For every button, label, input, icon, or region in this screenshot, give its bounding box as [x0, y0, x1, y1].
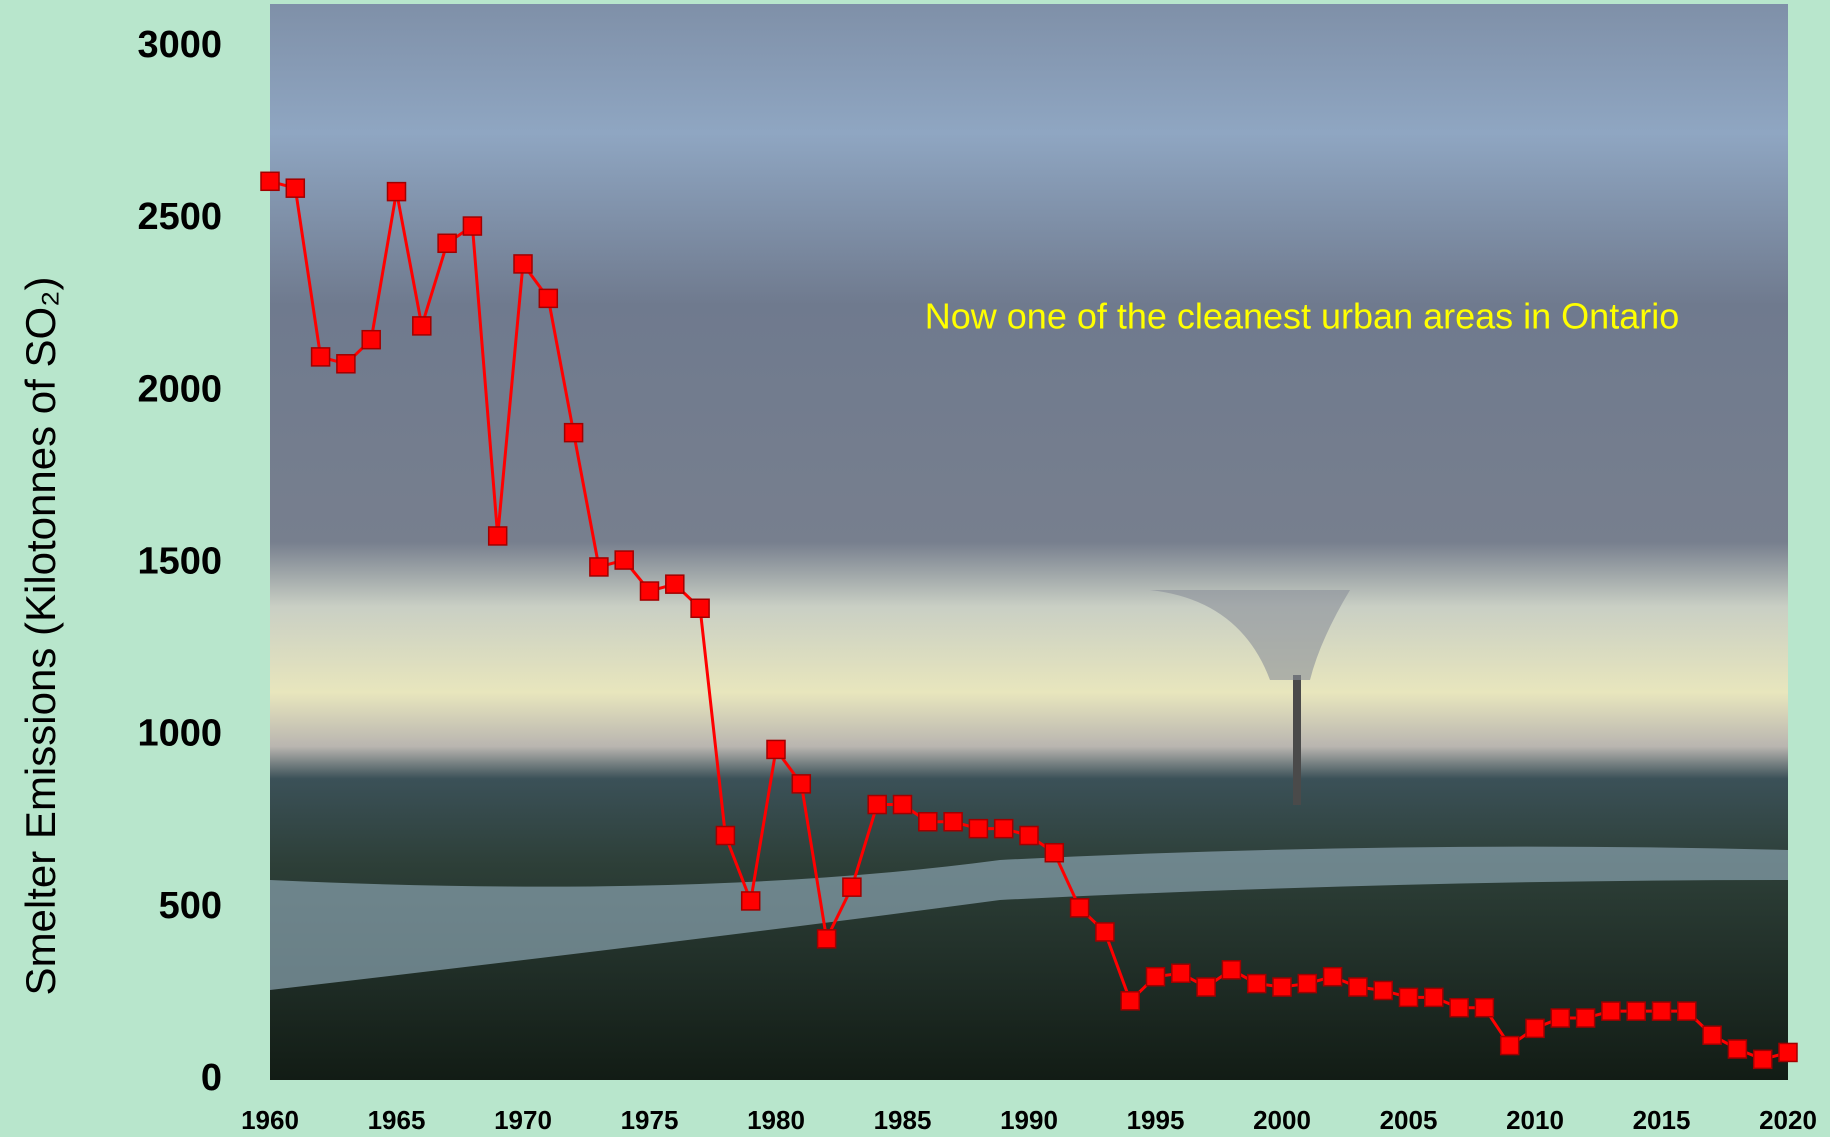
- data-marker: [538, 288, 559, 309]
- data-marker: [943, 812, 963, 832]
- y-tick-label: 2500: [137, 196, 222, 238]
- data-marker: [1044, 842, 1065, 863]
- data-marker: [1727, 1039, 1748, 1059]
- annotation: Now one of the cleanest urban areas in O…: [925, 296, 1679, 337]
- x-tick-label: 1990: [1000, 1105, 1058, 1135]
- data-marker: [740, 891, 761, 911]
- x-tick-label: 1995: [1127, 1105, 1185, 1135]
- y-tick-label: 0: [201, 1057, 222, 1099]
- data-marker: [816, 929, 837, 949]
- x-tick-label: 1960: [241, 1105, 299, 1135]
- data-marker: [968, 818, 989, 839]
- data-marker: [892, 794, 913, 815]
- data-marker: [1398, 987, 1419, 1008]
- data-marker: [412, 316, 432, 336]
- data-marker: [1171, 963, 1191, 984]
- data-marker: [1322, 966, 1343, 987]
- data-marker: [1095, 922, 1115, 942]
- y-axis-label: Smelter Emissions (Kilotonnes of SO₂): [17, 277, 64, 996]
- background-photo: [270, 4, 1788, 1080]
- x-tick-label: 2010: [1506, 1105, 1564, 1135]
- y-tick-label: 500: [159, 885, 222, 927]
- data-marker: [665, 574, 685, 594]
- data-marker: [386, 181, 407, 202]
- data-marker: [993, 818, 1014, 839]
- data-marker: [589, 557, 609, 577]
- data-marker: [791, 774, 812, 794]
- data-marker: [1069, 898, 1090, 918]
- data-marker: [1778, 1042, 1798, 1063]
- data-marker: [1702, 1025, 1722, 1045]
- data-marker: [1449, 997, 1469, 1018]
- y-tick-label: 1000: [137, 713, 222, 755]
- data-marker: [563, 422, 584, 443]
- x-tick-label: 1975: [621, 1105, 679, 1135]
- x-tick-label: 2000: [1253, 1105, 1311, 1135]
- data-marker: [437, 233, 457, 254]
- data-marker: [310, 347, 331, 367]
- data-marker: [1348, 977, 1368, 997]
- data-marker: [715, 825, 736, 846]
- y-tick-label: 3000: [137, 24, 222, 66]
- data-marker: [1752, 1049, 1773, 1070]
- data-marker: [1424, 987, 1444, 1008]
- x-tick-label: 1980: [747, 1105, 805, 1135]
- x-tick-label: 2020: [1759, 1105, 1817, 1135]
- data-marker: [1373, 980, 1393, 1001]
- data-marker: [918, 812, 938, 832]
- data-marker: [614, 550, 634, 570]
- data-marker: [285, 178, 306, 198]
- x-tick-label: 1970: [494, 1105, 552, 1135]
- data-marker: [1601, 1001, 1621, 1021]
- data-marker: [462, 216, 483, 236]
- data-marker: [1196, 977, 1216, 997]
- data-marker: [487, 526, 508, 546]
- data-marker: [1145, 966, 1166, 987]
- data-marker: [1651, 1001, 1672, 1021]
- data-marker: [1221, 960, 1242, 980]
- x-tick-label: 2015: [1633, 1105, 1691, 1135]
- data-marker: [1525, 1018, 1545, 1039]
- data-marker: [842, 877, 862, 897]
- x-tick-label: 1985: [874, 1105, 932, 1135]
- data-marker: [1677, 1001, 1697, 1021]
- y-tick-label: 2000: [137, 368, 222, 410]
- data-marker: [1626, 1001, 1646, 1021]
- data-marker: [1499, 1035, 1520, 1056]
- data-marker: [766, 739, 786, 760]
- data-marker: [1019, 825, 1039, 846]
- data-marker: [1246, 973, 1267, 994]
- data-marker: [1120, 991, 1140, 1011]
- data-marker: [690, 598, 710, 619]
- data-marker: [1297, 973, 1318, 994]
- data-marker: [1575, 1008, 1596, 1028]
- data-marker: [513, 254, 533, 274]
- data-marker: [1272, 977, 1292, 997]
- data-marker: [260, 171, 280, 192]
- data-marker: [1550, 1008, 1571, 1028]
- x-tick-label: 2005: [1380, 1105, 1438, 1135]
- data-marker: [361, 329, 381, 350]
- data-marker: [1474, 997, 1495, 1018]
- data-marker: [867, 794, 887, 815]
- data-marker: [336, 354, 356, 374]
- data-marker: [639, 581, 660, 601]
- y-tick-label: 1500: [137, 541, 222, 583]
- x-tick-label: 1965: [368, 1105, 426, 1135]
